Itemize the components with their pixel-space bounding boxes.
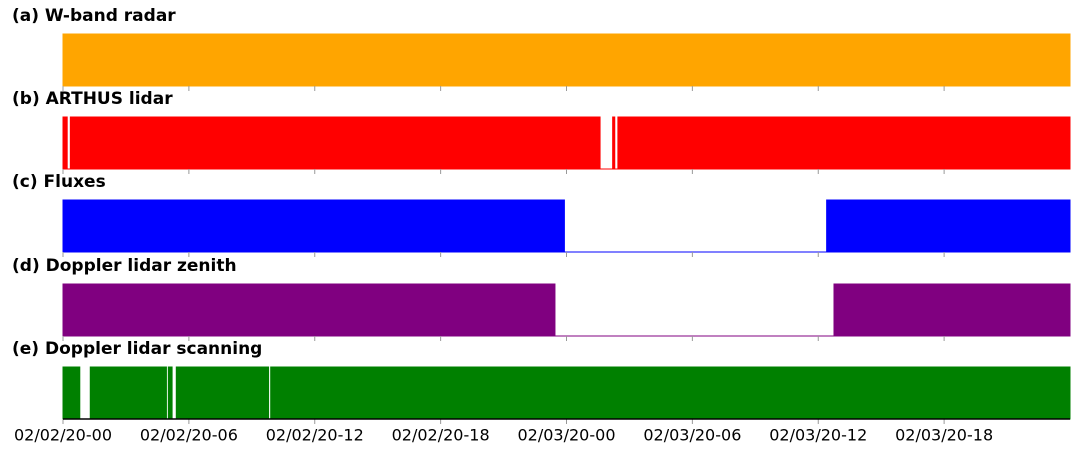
availability-area	[62, 116, 1071, 170]
panel-title: (e) Doppler lidar scanning	[12, 339, 262, 359]
x-tick-label: 02/03/20-00	[518, 426, 616, 445]
x-tick-label: 02/03/20-12	[769, 426, 867, 445]
x-tick-label: 02/02/20-00	[14, 426, 112, 445]
panel-title: (c) Fluxes	[12, 172, 106, 192]
x-tick-label: 02/02/20-12	[266, 426, 364, 445]
x-tick-label: 02/02/20-18	[392, 426, 490, 445]
availability-area	[62, 283, 1071, 337]
availability-area	[62, 366, 1071, 420]
availability-area	[62, 33, 1071, 87]
x-tick-label: 02/03/20-18	[895, 426, 993, 445]
panel-title: (a) W-band radar	[12, 6, 176, 26]
availability-area	[62, 199, 1071, 253]
panel-title: (d) Doppler lidar zenith	[12, 256, 237, 276]
x-tick-label: 02/03/20-06	[643, 426, 741, 445]
panel-title: (b) ARTHUS lidar	[12, 89, 173, 109]
x-tick-label: 02/02/20-06	[140, 426, 238, 445]
